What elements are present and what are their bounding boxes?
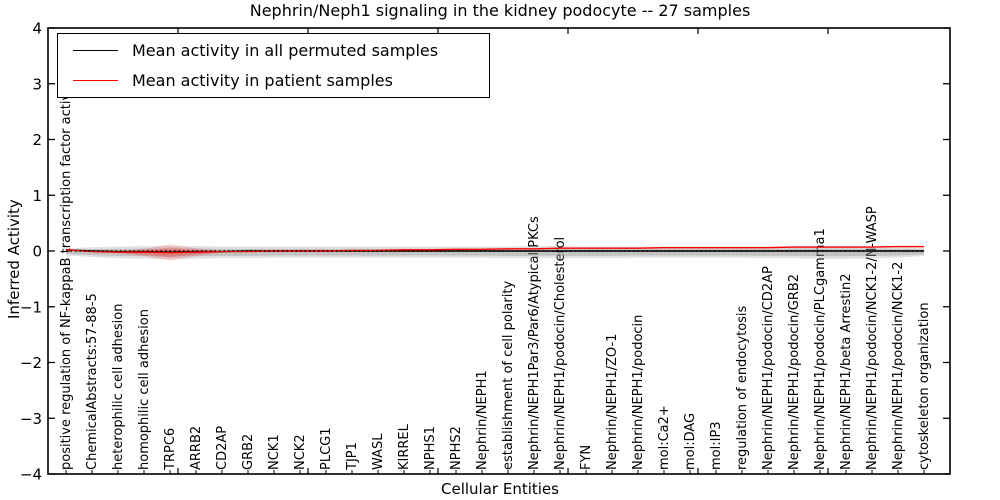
x-tick-label: WASL [371, 433, 386, 470]
x-tick-label: ChemicalAbstracts:57-88-5 [85, 293, 100, 470]
x-tick-label: mol:DAG [683, 412, 698, 470]
legend-entry-permuted: Mean activity in all permuted samples [73, 38, 489, 64]
x-tick-label: homophilic cell adhesion [137, 309, 152, 470]
x-tick-label: Nephrin/NEPH1/podocin/GRB2 [787, 273, 802, 470]
x-tick-label: mol:Ca2+ [657, 405, 672, 470]
x-tick-label: Nephrin/NEPH1/ZO-1 [605, 333, 620, 470]
x-tick-label: CD2AP [215, 425, 230, 470]
x-tick-label: Nephrin/NEPH1/podocin [631, 314, 646, 470]
legend-label-patient: Mean activity in patient samples [132, 70, 393, 90]
x-tick-label: Nephrin/NEPH1/beta Arrestin2 [839, 273, 854, 471]
x-axis-title: Cellular Entities [441, 480, 559, 498]
x-tick-label: PLCG1 [319, 427, 334, 470]
x-tick-label: heterophilic cell adhesion [111, 303, 126, 471]
x-tick-label: TRPC6 [163, 427, 178, 470]
x-tick-label: NPHS2 [449, 426, 464, 470]
x-tick-label: mol:IP3 [709, 421, 724, 470]
x-tick-label: Nephrin/NEPH1 [475, 370, 490, 470]
x-tick-label: Nephrin/NEPH1/podocin/NCK1-2/N-WASP [865, 206, 880, 470]
x-tick-label: TJP1 [345, 442, 360, 470]
x-tick-label: establishment of cell polarity [501, 280, 516, 470]
y-axis-title: Inferred Activity [5, 199, 23, 319]
x-tick-label: ARRB2 [189, 425, 204, 470]
x-tick-label: KIRREL [397, 424, 412, 470]
x-tick-label: NCK2 [293, 434, 308, 470]
x-tick-label: Nephrin/NEPH1/podocin/CD2AP [761, 266, 776, 470]
x-tick-label: regulation of endocytosis [735, 305, 750, 470]
x-tick-label: Nephrin/NEPH1/podocin/PLCgamma1 [813, 228, 828, 470]
x-tick-label: positive regulation of NF-kappaB transcr… [59, 76, 74, 470]
legend-entry-patient: Mean activity in patient samples [73, 67, 489, 93]
permuted-line-sample-icon [73, 50, 118, 52]
chart-title: Nephrin/Neph1 signaling in the kidney po… [249, 1, 751, 20]
x-tick-label: NCK1 [267, 434, 282, 470]
x-tick-label: cytoskeleton organization [917, 302, 932, 470]
patient-line-sample-icon [73, 79, 118, 81]
x-tick-label: Nephrin/NEPH1Par3/Par6/Atypical PKCs [527, 216, 542, 470]
legend-label-permuted: Mean activity in all permuted samples [132, 41, 439, 61]
x-tick-label: GRB2 [241, 433, 256, 470]
x-tick-label: Nephrin/NEPH1/podocin/Cholesterol [553, 236, 568, 470]
x-tick-label: FYN [579, 444, 594, 470]
legend: Mean activity in all permuted samples Me… [57, 33, 490, 98]
x-tick-label: Nephrin/NEPH1/podocin/NCK1-2 [891, 261, 906, 470]
x-tick-label: NPHS1 [423, 426, 438, 470]
